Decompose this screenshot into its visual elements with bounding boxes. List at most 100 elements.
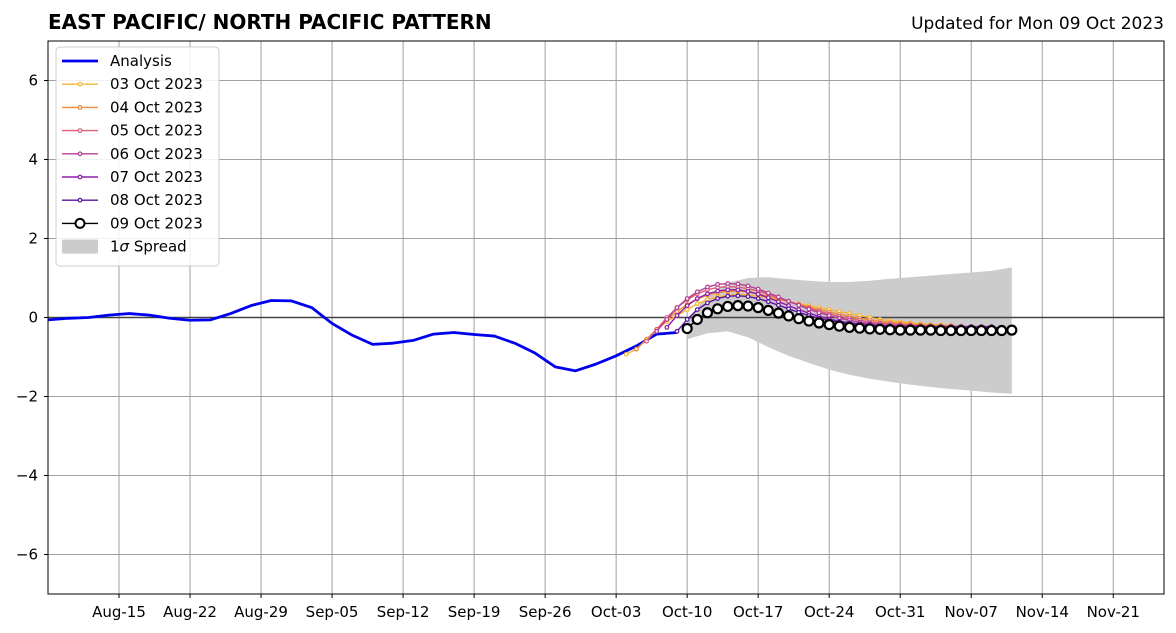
- legend-item: 06 Oct 2023: [62, 145, 203, 163]
- legend-label: 09 Oct 2023: [110, 214, 203, 232]
- forecast-point: [735, 293, 741, 299]
- forecast-point: [725, 281, 731, 286]
- legend-label: 08 Oct 2023: [110, 191, 203, 209]
- y-tick-label: −6: [16, 546, 38, 564]
- forecast-point-large: [813, 317, 825, 329]
- legend-swatch: [62, 239, 98, 254]
- legend-label: 03 Oct 2023: [110, 75, 203, 93]
- forecast-point: [786, 306, 792, 312]
- legend-label: 04 Oct 2023: [110, 98, 203, 116]
- legend-marker: [77, 151, 83, 157]
- y-tick-label: 2: [28, 230, 38, 248]
- forecast-point: [664, 317, 670, 322]
- legend: Analysis 03 Oct 2023 04 Oct 2023 05 Oct 202…: [55, 46, 220, 267]
- y-tick-label: 4: [28, 151, 38, 169]
- forecast-point-large: [996, 324, 1008, 337]
- legend-label-symbol: σ: [120, 238, 130, 256]
- forecast-point: [664, 324, 670, 330]
- forecast-point: [765, 290, 771, 296]
- forecast-point: [674, 309, 680, 314]
- forecast-point: [745, 289, 751, 294]
- series-group: [681, 300, 1018, 337]
- forecast-point-large: [793, 313, 805, 325]
- x-tick-label: Oct-17: [733, 603, 783, 621]
- legend-item: 03 Oct 2023: [62, 75, 203, 93]
- legend-marker: [77, 81, 83, 87]
- legend-label: 1σ Spread: [110, 238, 187, 256]
- forecast-point-large: [783, 310, 795, 322]
- forecast-point-large: [884, 324, 896, 336]
- forecast-point: [755, 291, 761, 297]
- x-tick-label: Nov-21: [1087, 603, 1140, 621]
- forecast-point: [684, 303, 690, 309]
- legend-marker: [77, 197, 83, 203]
- legend-item: 05 Oct 2023: [62, 122, 203, 140]
- forecast-point: [725, 293, 731, 299]
- y-tick-label: 0: [28, 309, 38, 327]
- forecast-point: [684, 317, 690, 322]
- forecast-point: [684, 296, 690, 301]
- y-tick-label: −4: [16, 467, 38, 485]
- forecast-point-large: [732, 300, 744, 312]
- x-tick-label: Nov-14: [1016, 603, 1069, 621]
- forecast-point-large: [874, 323, 886, 335]
- forecast-point: [745, 294, 751, 299]
- forecast-point-large: [965, 324, 977, 337]
- forecast-point: [755, 296, 761, 301]
- legend-label: 06 Oct 2023: [110, 145, 203, 163]
- forecast-point-large: [742, 300, 754, 312]
- forecast-point: [684, 307, 690, 313]
- forecast-point-large: [772, 307, 785, 319]
- x-tick-label: Oct-10: [662, 603, 712, 621]
- legend-box: [55, 46, 220, 267]
- legend-label: Analysis: [110, 52, 172, 70]
- legend-item: 1σ Spread: [62, 238, 187, 256]
- x-tick-label: Aug-15: [92, 603, 146, 621]
- legend-item: 08 Oct 2023: [62, 191, 203, 209]
- y-tick-label: −2: [16, 388, 38, 406]
- chart-title: EAST PACIFIC/ NORTH PACIFIC PATTERN: [48, 10, 492, 34]
- forecast-point-large: [985, 324, 998, 337]
- forecast-point: [644, 338, 649, 344]
- forecast-point: [694, 296, 700, 301]
- x-tick-label: Oct-24: [804, 603, 854, 621]
- forecast-point-large: [823, 319, 835, 331]
- forecast-point-large: [904, 324, 916, 336]
- forecast-point-large: [925, 324, 937, 336]
- forecast-point-large: [701, 307, 714, 319]
- analysis-line: [47, 299, 678, 373]
- forecast-point-large: [854, 322, 866, 334]
- series-group: [47, 299, 678, 373]
- forecast-point: [796, 302, 802, 308]
- forecast-point-large: [894, 324, 906, 336]
- forecast-point-large: [935, 324, 947, 337]
- forecast-point-large: [914, 324, 927, 336]
- forecast-point: [694, 307, 700, 313]
- legend-marker: [77, 128, 83, 134]
- forecast-point: [674, 328, 680, 334]
- forecast-point: [674, 313, 680, 318]
- forecast-point-large: [833, 320, 845, 332]
- x-tick-label: Aug-22: [163, 603, 217, 621]
- y-tick-label: 6: [28, 72, 38, 90]
- legend-item: 07 Oct 2023: [62, 168, 203, 186]
- forecast-point: [725, 287, 731, 293]
- forecast-point-large: [975, 324, 987, 337]
- forecast-point: [735, 287, 741, 293]
- legend-label-suffix: Spread: [129, 238, 187, 256]
- forecast-point: [715, 288, 720, 294]
- forecast-point-large: [681, 322, 693, 335]
- legend-marker: [74, 217, 86, 229]
- forecast-point: [755, 286, 761, 292]
- legend-label: 07 Oct 2023: [110, 168, 203, 186]
- forecast-point: [674, 305, 680, 311]
- forecast-point: [705, 300, 710, 306]
- forecast-point: [634, 346, 639, 352]
- forecast-point-large: [762, 304, 774, 316]
- x-tick-label: Nov-07: [945, 603, 998, 621]
- legend-marker: [77, 104, 83, 110]
- forecast-point-large: [843, 321, 856, 333]
- forecast-point: [765, 295, 771, 301]
- updated-label: Updated for Mon 09 Oct 2023: [911, 14, 1164, 34]
- forecast-point-large: [691, 313, 703, 326]
